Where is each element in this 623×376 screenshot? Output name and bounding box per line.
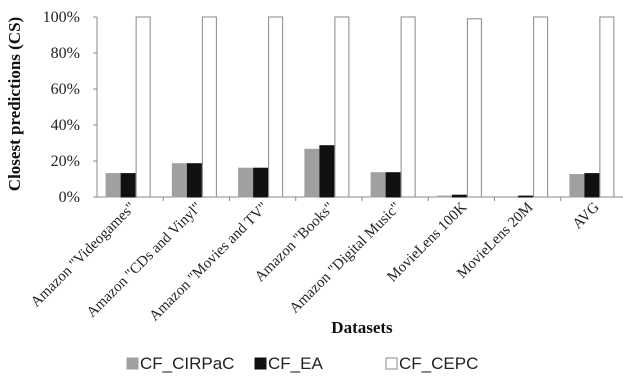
bar-cf-cirpac xyxy=(171,163,187,198)
bar-cf-cirpac xyxy=(569,174,585,198)
x-axis-title: Datasets xyxy=(331,318,393,337)
bar-cf-ea xyxy=(319,145,335,198)
y-tick-label: 20% xyxy=(51,153,80,170)
legend: CF_CIRPaC CF_EA CF_CEPC xyxy=(126,354,478,373)
bar-cf-cepc xyxy=(533,16,549,198)
x-tick-label: AVG xyxy=(570,199,603,232)
x-tick-label: Amazon "Videogames" xyxy=(28,200,139,311)
bar-cf-cepc xyxy=(400,16,416,198)
bar-cf-cepc xyxy=(201,16,217,198)
bar-cf-ea xyxy=(584,173,600,198)
bar-cf-cepc xyxy=(466,18,482,198)
y-tick-label: 40% xyxy=(51,117,80,134)
legend-swatch xyxy=(385,357,398,370)
y-tick-label: 80% xyxy=(51,45,80,62)
bar-cf-ea xyxy=(385,172,401,198)
bar-cf-ea xyxy=(451,194,467,198)
bar-cf-cirpac xyxy=(238,167,254,198)
bar-cf-ea xyxy=(518,195,534,198)
legend-label: CF_CIRPaC xyxy=(140,354,234,373)
bar-cf-cirpac xyxy=(436,195,452,198)
y-axis-title: Closest predictions (CS) xyxy=(5,17,24,191)
y-tick-label: 60% xyxy=(51,81,80,98)
bar-cf-ea xyxy=(120,173,136,198)
bar-cf-ea xyxy=(186,163,202,198)
legend-swatch xyxy=(126,357,139,370)
plot-area: 0%20%40%60%80%100%Amazon "Videogames"Ama… xyxy=(28,9,623,324)
bar-cf-cepc xyxy=(268,16,284,198)
y-tick-label: 0% xyxy=(59,189,80,206)
legend-label: CF_CEPC xyxy=(399,354,478,373)
x-tick-label: Amazon "CDs and Vinyl" xyxy=(84,200,205,321)
bar-cf-cepc xyxy=(599,16,615,198)
bar-cf-cirpac xyxy=(304,148,320,198)
legend-label: CF_EA xyxy=(268,354,323,373)
bar-cf-cirpac xyxy=(105,173,121,198)
bar-cf-cirpac xyxy=(370,172,386,198)
y-tick-label: 100% xyxy=(43,9,80,26)
bar-cf-ea xyxy=(253,167,269,198)
x-tick-label: Amazon "Movies and TV" xyxy=(147,200,272,325)
bar-cf-cepc xyxy=(135,16,151,198)
legend-swatch xyxy=(254,357,267,370)
bar-cf-cepc xyxy=(334,16,350,198)
x-tick-label: Amazon "Digital Music" xyxy=(287,200,404,317)
